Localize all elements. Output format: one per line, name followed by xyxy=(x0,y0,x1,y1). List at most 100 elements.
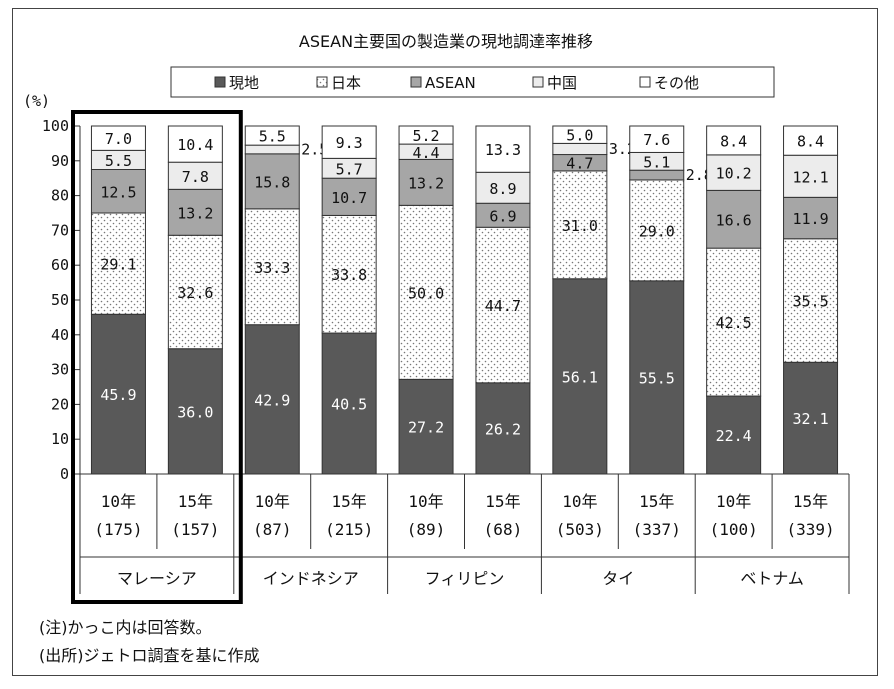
data-label: 36.0 xyxy=(177,403,213,421)
x-category-label: 10年 xyxy=(716,492,751,511)
group-label: インドネシア xyxy=(263,569,359,588)
data-label: 10.7 xyxy=(331,189,367,207)
x-respondent-label: (87) xyxy=(253,520,292,539)
x-respondent-label: (215) xyxy=(325,520,373,539)
data-label: 32.6 xyxy=(177,284,213,302)
bar-segment xyxy=(552,125,608,144)
bar-segment xyxy=(629,280,685,475)
x-category-label: 15年 xyxy=(793,492,828,511)
y-tick-label: 70 xyxy=(51,221,69,239)
group-label: マレーシア xyxy=(117,569,197,588)
bar-segment xyxy=(398,125,454,145)
bar-segment xyxy=(244,153,300,210)
data-label: 4.4 xyxy=(413,144,440,162)
data-label: 33.8 xyxy=(331,266,367,284)
data-label: 56.1 xyxy=(562,368,598,386)
bar-segment xyxy=(244,125,300,146)
bar-segment xyxy=(706,247,762,397)
data-label: 4.7 xyxy=(566,155,593,173)
x-category-label: 10年 xyxy=(408,492,443,511)
legend-box xyxy=(170,66,775,98)
legend-label-4: 中国 xyxy=(547,74,577,92)
data-label: 10.2 xyxy=(716,165,752,183)
data-label: 7.8 xyxy=(182,168,209,186)
x-respondent-label: (503) xyxy=(556,520,604,539)
data-label: 12.1 xyxy=(792,168,828,186)
data-label: 11.9 xyxy=(792,210,828,228)
data-label: 26.2 xyxy=(485,420,521,438)
data-label: 10.4 xyxy=(177,136,213,154)
data-label: 33.3 xyxy=(254,259,290,277)
x-respondent-label: (337) xyxy=(633,520,681,539)
data-label: 5.5 xyxy=(259,128,286,146)
chart-frame: ASEAN主要国の製造業の現地調達率推移 現地 日本 ASEAN 中国 その他 (%) 0 10… xyxy=(12,8,878,676)
group-label: フィリピン xyxy=(425,569,505,588)
bar-segment xyxy=(475,202,531,228)
x-respondent-label: (339) xyxy=(786,520,834,539)
y-tick-label: 30 xyxy=(51,361,69,379)
data-label: 29.0 xyxy=(639,222,675,240)
x-respondent-label: (89) xyxy=(407,520,446,539)
x-category-label: 15年 xyxy=(639,492,674,511)
data-label: 13.3 xyxy=(485,141,521,159)
x-category-label: 10年 xyxy=(101,492,136,511)
data-label: 7.6 xyxy=(643,131,670,149)
x-category-label: 15年 xyxy=(485,492,520,511)
y-axis-label: (%) xyxy=(23,92,50,110)
data-label: 45.9 xyxy=(100,386,136,404)
data-label: 5.2 xyxy=(413,127,440,145)
data-label: 2.8 xyxy=(686,166,713,184)
data-label: 8.4 xyxy=(720,132,747,150)
bar-segment xyxy=(783,125,839,156)
y-tick-label: 60 xyxy=(51,256,69,274)
data-label: 6.9 xyxy=(489,207,516,225)
data-label: 13.2 xyxy=(408,174,444,192)
bar-segment xyxy=(552,170,608,280)
data-label: 13.2 xyxy=(177,204,213,222)
data-label: 5.5 xyxy=(105,152,132,170)
legend-swatch-3 xyxy=(410,76,422,88)
data-label: 40.5 xyxy=(331,396,367,414)
bar-segment xyxy=(783,154,839,198)
y-tick-label: 50 xyxy=(51,291,69,309)
bar-segment xyxy=(321,332,377,475)
data-label: 22.4 xyxy=(716,427,752,445)
bar-segment xyxy=(244,324,300,475)
y-tick-label: 10 xyxy=(51,430,69,448)
bar-segment xyxy=(706,189,762,249)
legend-label-5: その他 xyxy=(654,74,699,92)
y-tick-label: 20 xyxy=(51,395,69,413)
data-label: 44.7 xyxy=(485,297,521,315)
data-label: 27.2 xyxy=(408,419,444,437)
bar-segment xyxy=(167,125,223,163)
bar-segment xyxy=(783,361,839,475)
x-respondent-label: (100) xyxy=(710,520,758,539)
bar-segment xyxy=(629,169,685,181)
group-label: タイ xyxy=(602,569,634,588)
highlight-box xyxy=(71,110,243,604)
data-label: 12.5 xyxy=(100,183,136,201)
group-label: ベトナム xyxy=(740,569,804,588)
data-label: 35.5 xyxy=(792,293,828,311)
legend-swatch-2 xyxy=(316,76,328,88)
bar-segment xyxy=(244,208,300,326)
data-label: 3.2 xyxy=(609,140,636,158)
data-label: 8.4 xyxy=(797,133,824,151)
y-tick-label: 100 xyxy=(42,117,69,135)
legend-label-2: 日本 xyxy=(331,74,361,92)
bar-segment xyxy=(244,144,300,155)
x-respondent-label: (157) xyxy=(171,520,219,539)
bar-segment xyxy=(90,125,146,151)
data-label: 16.6 xyxy=(716,211,752,229)
x-category-label: 15年 xyxy=(178,492,213,511)
data-label: 5.0 xyxy=(566,127,593,145)
data-label: 42.5 xyxy=(716,314,752,332)
data-label: 5.7 xyxy=(336,160,363,178)
data-label: 31.0 xyxy=(562,217,598,235)
x-category-label: 10年 xyxy=(562,492,597,511)
y-tick-label: 40 xyxy=(51,326,69,344)
bar-segment xyxy=(783,238,839,363)
bar-segment xyxy=(167,188,223,236)
data-label: 8.9 xyxy=(489,180,516,198)
